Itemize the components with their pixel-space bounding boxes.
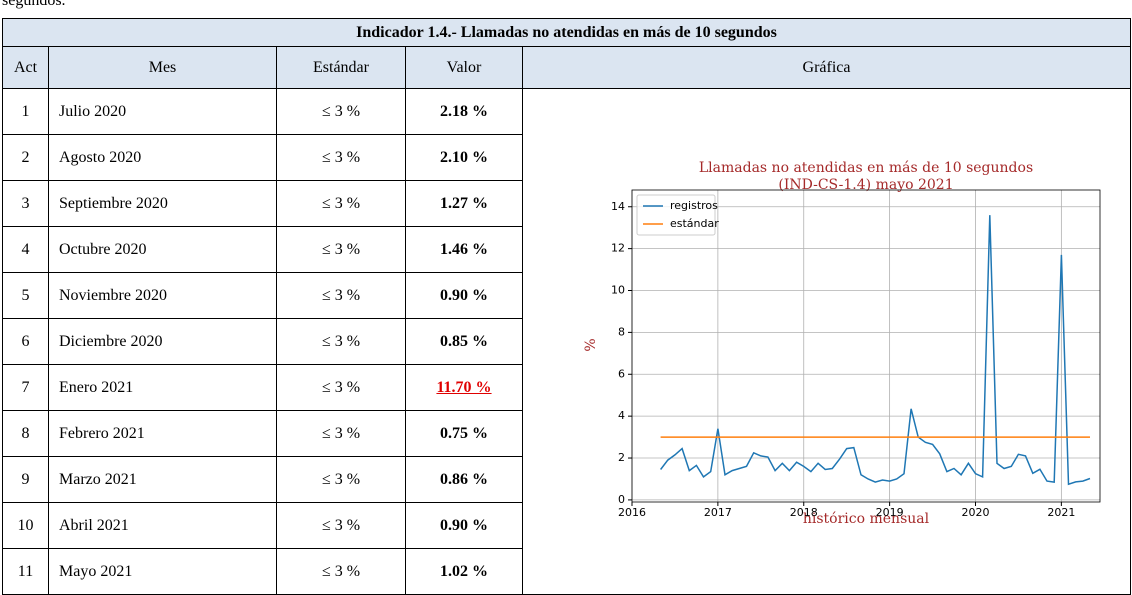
table-cell: 1.02 % — [405, 548, 523, 595]
x-tick-label: 2021 — [1047, 506, 1075, 519]
table-cell: ≤ 3 % — [276, 180, 406, 227]
y-tick-label: 2 — [618, 451, 625, 464]
table-row: 7 Enero 2021 ≤ 3 % 11.70 % — [2, 364, 1131, 411]
table-cell: 10 — [2, 502, 49, 549]
x-axis-label: histórico mensual — [803, 511, 930, 527]
y-tick-label: 10 — [611, 284, 625, 297]
table-row: 11 Mayo 2021 ≤ 3 % 1.02 % — [2, 548, 1131, 595]
y-axis-label: % — [583, 338, 599, 351]
table-cell: ≤ 3 % — [276, 410, 406, 457]
y-tick-label: 14 — [611, 200, 625, 213]
x-tick-label: 2016 — [618, 506, 646, 519]
table-cell: 1.27 % — [405, 180, 523, 227]
column-header: Estándar — [276, 46, 406, 89]
y-tick-label: 8 — [618, 325, 625, 338]
table-cell: Mayo 2021 — [48, 548, 277, 595]
column-header: Act — [2, 46, 49, 89]
table-cell: 1 — [2, 88, 49, 135]
table-cell: Febrero 2021 — [48, 410, 277, 457]
table-cell: 8 — [2, 410, 49, 457]
x-tick-label: 2020 — [961, 506, 989, 519]
table-row: 10 Abril 2021 ≤ 3 % 0.90 % — [2, 502, 1131, 549]
table-cell: ≤ 3 % — [276, 88, 406, 135]
caption-fragment: segundos. — [2, 0, 66, 9]
column-header: Gráfica — [522, 46, 1131, 89]
plot-frame — [631, 189, 1101, 503]
table-cell: Agosto 2020 — [48, 134, 277, 181]
column-header: Mes — [48, 46, 277, 89]
table-cell: Enero 2021 — [48, 364, 277, 411]
table-cell: 0.90 % — [405, 502, 523, 549]
table-row: 9 Marzo 2021 ≤ 3 % 0.86 % — [2, 456, 1131, 503]
legend-label: registros — [670, 199, 718, 212]
table-cell: Abril 2021 — [48, 502, 277, 549]
table-cell: 2.18 % — [405, 88, 523, 135]
chart-title: (IND-CS-1.4) mayo 2021 — [778, 177, 953, 193]
table-cell: Marzo 2021 — [48, 456, 277, 503]
x-tick-label: 2018 — [790, 506, 818, 519]
column-header: Valor — [405, 46, 523, 89]
y-tick-label: 4 — [618, 409, 625, 422]
table-cell: 0.75 % — [405, 410, 523, 457]
table-cell: 5 — [2, 272, 49, 319]
table-cell: ≤ 3 % — [276, 318, 406, 365]
table-row: 1 Julio 2020 ≤ 3 % 2.18 % — [2, 88, 1131, 595]
table-row: 4 Octubre 2020 ≤ 3 % 1.46 % — [2, 226, 1131, 273]
table-cell: 2.10 % — [405, 134, 523, 181]
table-cell: ≤ 3 % — [276, 134, 406, 181]
data-line — [660, 215, 1091, 486]
table-cell: 0.85 % — [405, 318, 523, 365]
legend-label: estándar — [670, 217, 719, 230]
table-cell: 4 — [2, 226, 49, 273]
y-tick-label: 6 — [618, 367, 625, 380]
table-cell: ≤ 3 % — [276, 272, 406, 319]
y-tick-label: 0 — [618, 493, 625, 506]
table-row: 8 Febrero 2021 ≤ 3 % 0.75 % — [2, 410, 1131, 457]
table-cell: 1.46 % — [405, 226, 523, 273]
indicator-table: Indicador 1.4.- Llamadas no atendidas en… — [2, 18, 1131, 595]
x-tick-label: 2019 — [876, 506, 904, 519]
table-row: 2 Agosto 2020 ≤ 3 % 2.10 % — [2, 134, 1131, 181]
legend-box — [636, 194, 716, 236]
chart-title: Llamadas no atendidas en más de 10 segun… — [699, 160, 1033, 176]
table-cell: 11.70 % — [405, 364, 523, 411]
table-cell: Noviembre 2020 — [48, 272, 277, 319]
table-cell: 0.86 % — [405, 456, 523, 503]
table-cell: ≤ 3 % — [276, 502, 406, 549]
x-tick-label: 2017 — [704, 506, 732, 519]
table-row: 5 Noviembre 2020 ≤ 3 % 0.90 % — [2, 272, 1131, 319]
y-tick-label: 12 — [611, 242, 625, 255]
table-title: Indicador 1.4.- Llamadas no atendidas en… — [2, 18, 1131, 47]
table-cell: ≤ 3 % — [276, 364, 406, 411]
table-row: 3 Septiembre 2020 ≤ 3 % 1.27 % — [2, 180, 1131, 227]
table-cell: 2 — [2, 134, 49, 181]
table-cell: Octubre 2020 — [48, 226, 277, 273]
table-cell: 0.90 % — [405, 272, 523, 319]
chart-cell — [522, 88, 1131, 595]
